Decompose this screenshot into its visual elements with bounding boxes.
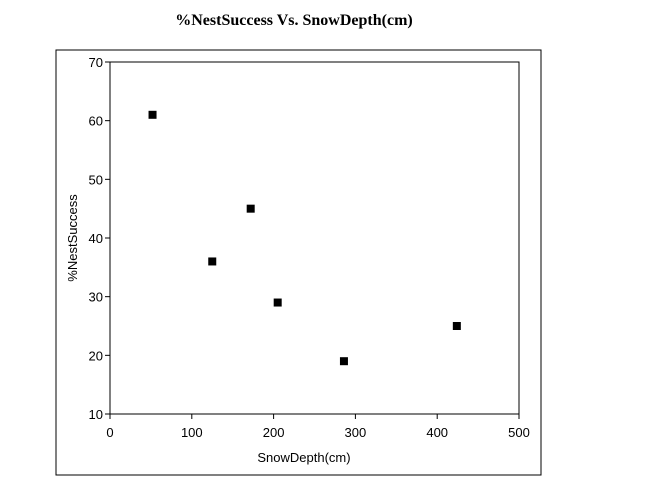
- y-tick-label: 60: [89, 114, 103, 129]
- data-point: [246, 204, 255, 213]
- y-tick-label: 20: [89, 348, 103, 363]
- x-tick-label: 400: [426, 425, 448, 440]
- data-point: [148, 110, 157, 119]
- y-tick-label: 70: [89, 55, 103, 70]
- x-axis-ticks: 0 100 200 300 400 500: [106, 414, 530, 440]
- y-tick-label: 50: [89, 172, 103, 187]
- data-point: [452, 322, 461, 330]
- chart-title: %NestSuccess Vs. SnowDepth(cm): [175, 12, 412, 29]
- y-tick-label: 30: [89, 290, 103, 305]
- data-point: [208, 257, 217, 266]
- y-axis-label: %NestSuccess: [65, 194, 80, 282]
- y-tick-label: 40: [89, 231, 103, 246]
- data-point: [339, 357, 348, 366]
- x-axis-label: SnowDepth(cm): [257, 450, 350, 465]
- y-axis-ticks: 10 20 30 40 50 60 70: [89, 55, 110, 422]
- y-tick-label: 10: [89, 407, 103, 422]
- plot-area: [109, 61, 520, 415]
- outer-frame: [55, 49, 542, 476]
- data-point: [273, 298, 282, 307]
- x-tick-label: 300: [345, 425, 367, 440]
- x-tick-label: 100: [181, 425, 203, 440]
- x-tick-label: 500: [508, 425, 530, 440]
- x-tick-label: 0: [106, 425, 113, 440]
- x-tick-label: 200: [263, 425, 285, 440]
- data-points: [148, 110, 461, 366]
